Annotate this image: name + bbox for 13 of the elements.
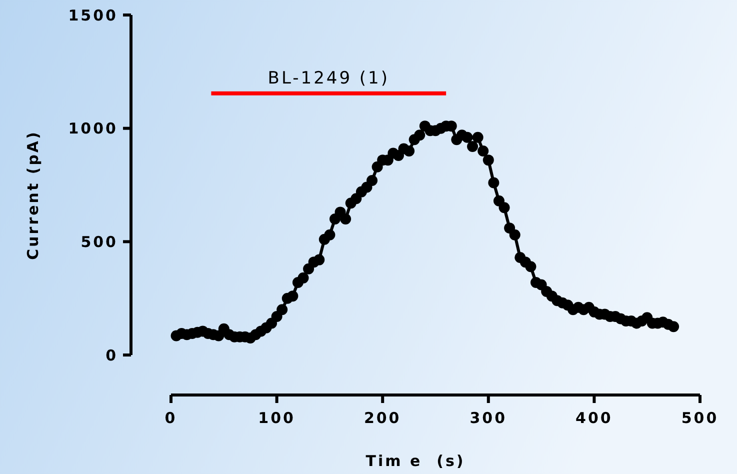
y-tick-label: 1000 bbox=[68, 120, 118, 138]
x-tick-label: 100 bbox=[258, 409, 296, 427]
y-tick-label: 0 bbox=[106, 346, 118, 364]
x-axis-title: Tim e (s) bbox=[366, 452, 466, 470]
y-axis-title: Current (pA) bbox=[24, 130, 42, 260]
series-label: BL-1249 (1) bbox=[268, 68, 390, 88]
x-tick-label: 200 bbox=[364, 409, 402, 427]
x-tick-label: 500 bbox=[681, 409, 719, 427]
x-tick-label: 400 bbox=[576, 409, 613, 427]
x-tick-label: 0 bbox=[164, 409, 178, 427]
y-tick-label: 500 bbox=[80, 232, 118, 251]
x-tick-label: 300 bbox=[470, 409, 508, 427]
y-tick-label: 1500 bbox=[68, 6, 118, 24]
